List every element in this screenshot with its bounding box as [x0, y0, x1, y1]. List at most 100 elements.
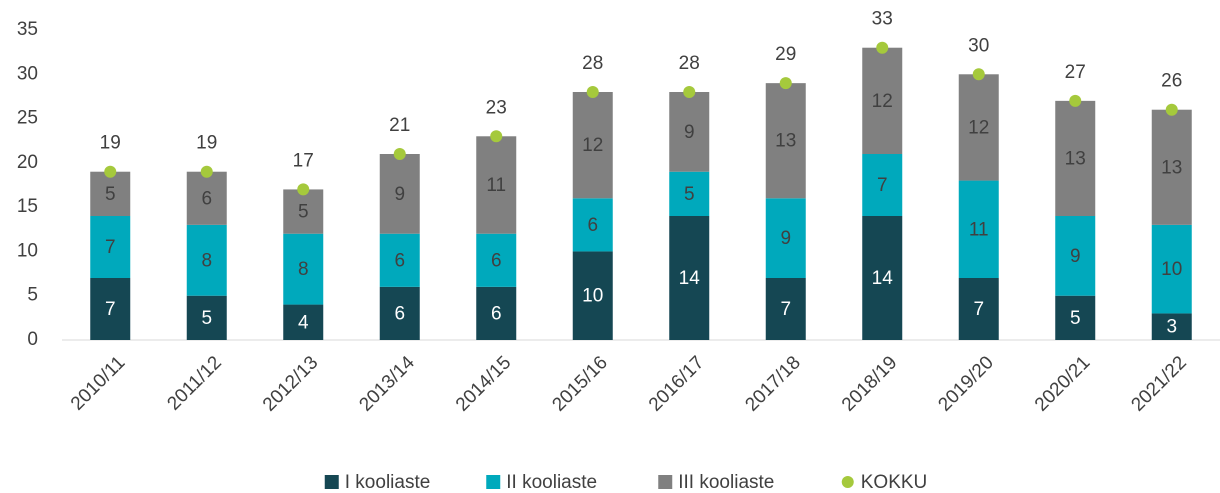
bar-segment	[572, 251, 613, 340]
data-label: 8	[201, 250, 212, 271]
data-label: 5	[201, 308, 212, 329]
legend-label: KOKKU	[861, 472, 928, 493]
data-label: 5	[1070, 308, 1081, 329]
x-tick-label: 2012/13	[259, 352, 322, 415]
total-marker	[1165, 103, 1178, 116]
bar-segment	[1151, 109, 1192, 225]
data-label: 14	[679, 268, 701, 289]
total-marker	[1069, 94, 1082, 107]
data-label: 6	[201, 188, 212, 209]
data-label: 6	[394, 250, 405, 271]
bar-segment	[476, 233, 517, 287]
x-tick-label: 2019/20	[934, 352, 997, 415]
bar-segment	[90, 278, 131, 340]
total-marker	[490, 130, 503, 143]
y-tick-label: 25	[17, 108, 38, 129]
total-label: 17	[293, 150, 314, 171]
total-marker	[876, 41, 889, 54]
data-label: 6	[394, 303, 405, 324]
total-marker	[683, 86, 696, 98]
bar-segment	[379, 154, 420, 234]
total-label: 33	[872, 9, 893, 30]
x-tick-label: 2017/18	[741, 352, 804, 415]
bar-segment	[765, 83, 806, 199]
y-tick-label: 30	[17, 63, 38, 84]
bar-segment	[283, 189, 324, 234]
data-label: 5	[105, 184, 116, 205]
total-marker	[586, 86, 599, 98]
x-tick-label: 2011/12	[163, 352, 225, 414]
bar-segment	[958, 74, 999, 181]
total-marker	[104, 165, 117, 178]
bar-segment	[862, 47, 903, 154]
y-tick-label: 15	[17, 196, 38, 217]
legend-swatch	[841, 476, 854, 488]
data-label: 7	[105, 299, 116, 320]
total-label: 23	[486, 97, 507, 118]
bar-segment	[958, 278, 999, 340]
x-tick-label: 2015/16	[548, 352, 611, 415]
bar-segment	[283, 304, 324, 340]
data-label: 14	[872, 268, 894, 289]
legend-swatch	[658, 475, 673, 489]
data-label: 13	[1161, 157, 1182, 178]
x-tick-label: 2021/22	[1127, 352, 1190, 415]
data-label: 6	[491, 250, 502, 271]
x-tick-label: 2014/15	[452, 352, 515, 415]
legend-swatch	[486, 475, 501, 489]
bar-segment	[669, 216, 710, 340]
bar-segment	[90, 216, 131, 278]
data-label: 8	[298, 259, 309, 280]
bar-segment	[1151, 313, 1192, 340]
total-label: 21	[389, 115, 410, 136]
x-tick-label: 2018/19	[838, 352, 901, 415]
bar-segment	[283, 233, 324, 305]
data-label: 7	[973, 299, 984, 320]
data-label: 13	[775, 131, 796, 152]
total-label: 19	[196, 133, 217, 154]
data-label: 12	[582, 135, 603, 156]
x-tick-label: 2016/17	[645, 352, 708, 415]
data-label: 9	[780, 228, 791, 249]
total-marker	[297, 183, 310, 196]
legend-label: III kooliaste	[678, 472, 774, 493]
bar-segment	[379, 233, 420, 287]
bar-segment	[572, 198, 613, 252]
y-tick-label: 20	[17, 152, 38, 173]
bar-segment	[669, 92, 710, 172]
x-tick-label: 2010/11	[67, 352, 129, 414]
total-label: 27	[1065, 62, 1086, 83]
data-label: 7	[105, 237, 116, 258]
data-label: 9	[1070, 246, 1081, 267]
data-label: 9	[394, 184, 405, 205]
bar-segment	[186, 171, 227, 225]
data-label: 5	[684, 184, 695, 205]
total-marker	[779, 77, 792, 90]
data-label: 4	[298, 312, 309, 333]
y-tick-label: 35	[17, 19, 38, 40]
total-marker	[200, 165, 213, 178]
bar-segment	[476, 136, 517, 234]
data-label: 10	[1161, 259, 1182, 280]
bar-segment	[572, 92, 613, 199]
y-tick-label: 0	[27, 329, 38, 350]
bar-segment	[862, 216, 903, 340]
y-tick-label: 10	[17, 240, 38, 261]
bar-segment	[669, 171, 710, 216]
legend-swatch	[324, 475, 339, 489]
data-label: 5	[298, 202, 309, 223]
total-label: 28	[582, 53, 603, 74]
data-label: 10	[582, 286, 603, 307]
data-label: 7	[780, 299, 791, 320]
data-label: 11	[969, 219, 989, 240]
bar-segment	[90, 171, 131, 216]
data-label: 7	[877, 175, 888, 196]
total-label: 19	[100, 133, 121, 154]
data-label: 6	[491, 303, 502, 324]
bar-segment	[765, 278, 806, 340]
x-tick-label: 2013/14	[355, 352, 419, 416]
data-label: 9	[684, 122, 695, 143]
total-marker	[972, 68, 985, 81]
data-label: 12	[968, 117, 989, 138]
